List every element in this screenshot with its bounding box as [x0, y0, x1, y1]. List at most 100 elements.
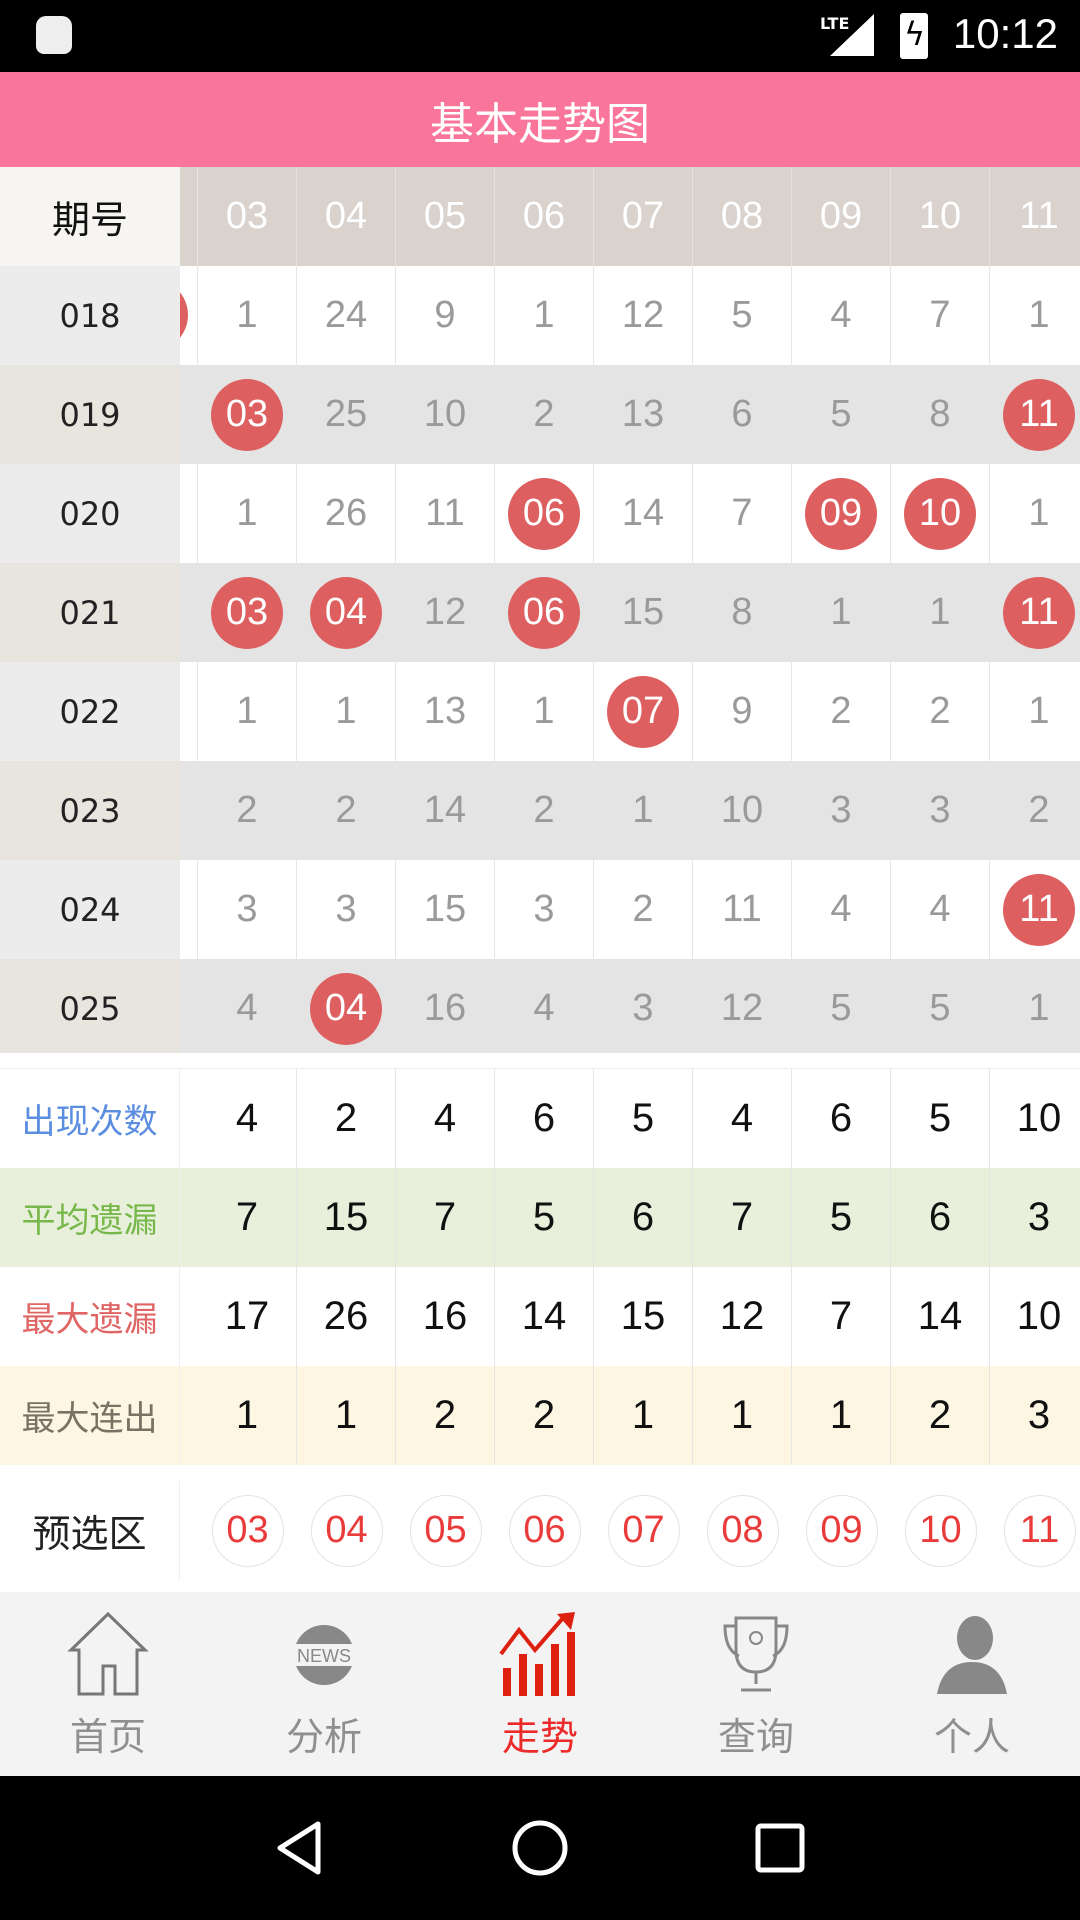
trend-cell[interactable]: 3 [594, 959, 693, 1058]
preselect-cell: 03 [198, 1481, 297, 1580]
trend-cell[interactable]: 9 [693, 662, 792, 761]
trend-cell[interactable]: 3 [495, 860, 594, 959]
trend-cell[interactable]: 03 [198, 365, 297, 464]
trend-cell[interactable]: 11 [396, 464, 495, 563]
trend-cell[interactable]: 1 [495, 266, 594, 365]
trend-cell[interactable]: 5 [693, 266, 792, 365]
trend-cell[interactable]: 12 [396, 563, 495, 662]
trend-cell[interactable]: 6 [693, 365, 792, 464]
trend-cell[interactable]: 8 [891, 365, 990, 464]
preselect-number[interactable]: 08 [706, 1494, 779, 1567]
trend-cell[interactable]: 07 [594, 662, 693, 761]
trend-cell[interactable]: 1 [792, 563, 891, 662]
trend-cell[interactable]: 1 [990, 266, 1080, 365]
trend-cell[interactable]: 2 [495, 761, 594, 860]
trend-cell[interactable]: 11 [990, 860, 1080, 959]
trend-cell[interactable]: 10 [891, 464, 990, 563]
trend-cell[interactable]: 4 [495, 959, 594, 1058]
partial-column [180, 365, 198, 464]
preselect-number[interactable]: 10 [904, 1494, 977, 1567]
preselect-number[interactable]: 07 [607, 1494, 680, 1567]
trend-cell[interactable]: 1 [198, 662, 297, 761]
trend-cell[interactable]: 9 [396, 266, 495, 365]
trend-cell[interactable]: 1 [990, 464, 1080, 563]
trend-cell[interactable]: 12 [594, 266, 693, 365]
trend-cell[interactable]: 15 [396, 860, 495, 959]
trend-cell[interactable]: 3 [891, 761, 990, 860]
trend-cell[interactable]: 1 [297, 662, 396, 761]
preselect-number[interactable]: 05 [409, 1494, 482, 1567]
recents-icon[interactable] [750, 1818, 810, 1878]
trend-cell[interactable]: 13 [396, 662, 495, 761]
trend-cell[interactable]: 4 [792, 860, 891, 959]
trend-cell[interactable]: 3 [198, 860, 297, 959]
trend-cell[interactable]: 26 [297, 464, 396, 563]
preselect-number[interactable]: 09 [805, 1494, 878, 1567]
trend-cell[interactable]: 2 [990, 761, 1080, 860]
nav-home[interactable]: 首页 [0, 1592, 216, 1776]
trend-cell[interactable]: 1 [990, 959, 1080, 1058]
trend-cell[interactable]: 16 [396, 959, 495, 1058]
nav-query[interactable]: 查询 [648, 1592, 864, 1776]
trend-cell[interactable]: 3 [792, 761, 891, 860]
trend-cell[interactable]: 13 [594, 365, 693, 464]
trend-cell[interactable]: 1 [495, 662, 594, 761]
nav-analysis[interactable]: NEWS 分析 [216, 1592, 432, 1776]
trend-cell[interactable]: 1 [891, 563, 990, 662]
preselect-number[interactable]: 06 [508, 1494, 581, 1567]
preselect-number[interactable]: 04 [310, 1494, 383, 1567]
hit-ball: 11 [1003, 378, 1075, 451]
trend-cell[interactable]: 11 [990, 563, 1080, 662]
trend-cell[interactable]: 5 [891, 959, 990, 1058]
trend-cell[interactable]: 11 [990, 365, 1080, 464]
trend-cell[interactable]: 1 [198, 266, 297, 365]
trend-cell[interactable]: 25 [297, 365, 396, 464]
trend-cell[interactable]: 1 [594, 761, 693, 860]
trend-cell[interactable]: 10 [396, 365, 495, 464]
trend-cell[interactable]: 5 [792, 365, 891, 464]
trend-cell[interactable]: 4 [891, 860, 990, 959]
trend-cell[interactable]: 14 [594, 464, 693, 563]
trend-cell[interactable]: 3 [297, 860, 396, 959]
trend-cell[interactable]: 1 [198, 464, 297, 563]
nav-trend[interactable]: 走势 [432, 1592, 648, 1776]
trend-cell[interactable]: 8 [693, 563, 792, 662]
trend-cell[interactable]: 2 [792, 662, 891, 761]
trend-cell[interactable]: 14 [396, 761, 495, 860]
trend-cell[interactable]: 04 [297, 563, 396, 662]
trend-cell[interactable]: 06 [495, 563, 594, 662]
clock: 10:12 [952, 10, 1058, 57]
spacer [180, 1366, 198, 1465]
trend-cell[interactable]: 5 [792, 959, 891, 1058]
hit-ball: 10 [904, 477, 976, 550]
back-icon[interactable] [270, 1818, 330, 1878]
stat-value: 12 [693, 1267, 792, 1366]
trend-cell[interactable]: 2 [594, 860, 693, 959]
trend-cell[interactable]: 06 [495, 464, 594, 563]
nav-profile[interactable]: 个人 [864, 1592, 1080, 1776]
trend-cell[interactable]: 4 [198, 959, 297, 1058]
trend-cell[interactable]: 10 [693, 761, 792, 860]
trend-cell[interactable]: 04 [297, 959, 396, 1058]
home-button-icon[interactable] [510, 1818, 570, 1878]
trend-cell[interactable]: 12 [693, 959, 792, 1058]
trend-cell[interactable]: 2 [297, 761, 396, 860]
trend-cell[interactable]: 2 [198, 761, 297, 860]
trend-cell[interactable]: 1 [990, 662, 1080, 761]
preselect-number[interactable]: 03 [211, 1494, 284, 1567]
trend-cell[interactable]: 7 [693, 464, 792, 563]
trend-cell[interactable]: 7 [891, 266, 990, 365]
trend-cell[interactable]: 15 [594, 563, 693, 662]
stat-value: 6 [792, 1069, 891, 1168]
trend-cell[interactable]: 2 [495, 365, 594, 464]
trend-cell[interactable]: 11 [693, 860, 792, 959]
trend-cell[interactable]: 4 [792, 266, 891, 365]
hit-ball: 09 [805, 477, 877, 550]
stat-value: 4 [396, 1069, 495, 1168]
trend-cell[interactable]: 09 [792, 464, 891, 563]
trend-cell[interactable]: 03 [198, 563, 297, 662]
trend-cell[interactable]: 24 [297, 266, 396, 365]
stat-value: 7 [198, 1168, 297, 1267]
preselect-number[interactable]: 11 [1003, 1494, 1076, 1567]
trend-cell[interactable]: 2 [891, 662, 990, 761]
